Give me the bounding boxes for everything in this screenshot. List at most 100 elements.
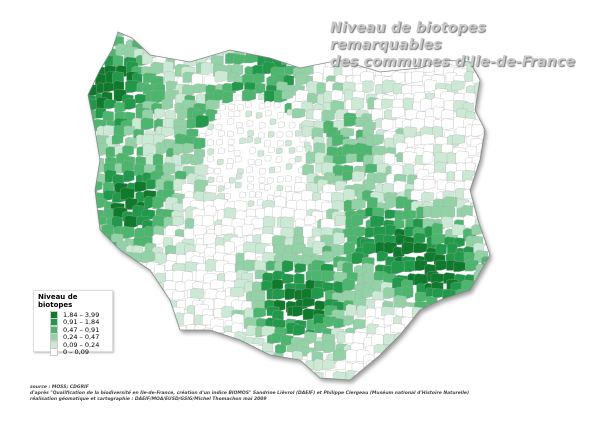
legend-label: 0,91 – 1,84 bbox=[63, 318, 100, 327]
commune-area bbox=[431, 345, 443, 357]
commune-area bbox=[72, 270, 85, 282]
commune-area bbox=[73, 189, 86, 202]
commune-area bbox=[201, 214, 214, 227]
commune-area bbox=[432, 335, 446, 345]
commune-area bbox=[170, 337, 184, 349]
commune-area bbox=[420, 133, 435, 145]
commune-area bbox=[134, 19, 145, 29]
commune-area bbox=[228, 110, 235, 118]
commune-area bbox=[247, 158, 255, 166]
commune-area bbox=[239, 137, 246, 144]
commune-area bbox=[423, 354, 437, 364]
commune-area bbox=[307, 16, 317, 29]
commune-area bbox=[482, 196, 490, 209]
commune-area bbox=[352, 170, 365, 182]
commune-area bbox=[123, 291, 137, 303]
commune-area bbox=[423, 178, 436, 190]
commune-area bbox=[393, 180, 406, 193]
commune-area bbox=[162, 361, 175, 372]
commune-area bbox=[121, 362, 134, 374]
commune-area bbox=[293, 35, 306, 48]
commune-area bbox=[116, 373, 128, 380]
commune-area bbox=[154, 306, 166, 320]
commune-area bbox=[182, 19, 193, 30]
commune-area bbox=[463, 355, 475, 366]
commune-area bbox=[285, 163, 293, 170]
commune-area bbox=[131, 260, 143, 273]
commune-area bbox=[103, 240, 118, 254]
commune-area bbox=[413, 342, 428, 354]
commune-area bbox=[269, 118, 277, 125]
commune-area bbox=[432, 354, 444, 367]
commune-area bbox=[276, 357, 289, 371]
commune-area bbox=[88, 72, 95, 84]
commune-area bbox=[374, 360, 386, 371]
map-title: Niveau de biotopes remarquables des comm… bbox=[330, 20, 600, 71]
commune-area bbox=[194, 19, 205, 32]
commune-area bbox=[88, 155, 96, 169]
commune-area bbox=[150, 61, 164, 75]
commune-area bbox=[441, 372, 453, 380]
commune-area bbox=[396, 349, 409, 362]
commune-area bbox=[442, 339, 456, 353]
commune-area bbox=[182, 363, 195, 375]
commune-area bbox=[281, 20, 294, 31]
commune-area bbox=[242, 89, 256, 102]
commune-area bbox=[281, 273, 294, 284]
commune-area bbox=[249, 191, 256, 198]
commune-area bbox=[274, 166, 281, 173]
commune-area bbox=[245, 348, 258, 362]
commune-area bbox=[272, 288, 285, 300]
commune-area bbox=[204, 341, 216, 355]
commune-area bbox=[193, 137, 206, 150]
commune-area bbox=[242, 369, 256, 380]
commune-area bbox=[384, 152, 396, 166]
commune-area bbox=[91, 368, 105, 380]
commune-area bbox=[465, 345, 476, 358]
commune-area bbox=[381, 118, 394, 131]
commune-area bbox=[261, 32, 276, 41]
commune-area bbox=[271, 278, 284, 291]
commune-area bbox=[133, 305, 145, 316]
commune-area bbox=[73, 176, 85, 186]
commune-area bbox=[244, 251, 256, 262]
commune-area bbox=[155, 331, 168, 345]
commune-area bbox=[343, 241, 355, 255]
commune-area bbox=[94, 242, 109, 255]
source-line-1: source : MOSS; CDGRIF bbox=[30, 385, 89, 390]
commune-area bbox=[441, 143, 454, 154]
commune-area bbox=[88, 218, 98, 230]
commune-area bbox=[453, 261, 467, 272]
commune-area bbox=[142, 355, 154, 366]
commune-area bbox=[193, 224, 207, 236]
commune-area bbox=[402, 151, 417, 165]
commune-area bbox=[423, 340, 437, 354]
commune-area bbox=[332, 371, 346, 380]
commune-area bbox=[383, 333, 397, 345]
commune-area bbox=[105, 269, 118, 282]
commune-area bbox=[400, 350, 415, 362]
commune-area bbox=[151, 290, 163, 304]
commune-area bbox=[286, 32, 299, 36]
commune-area bbox=[475, 380, 487, 390]
commune-area bbox=[224, 352, 238, 365]
commune-area bbox=[441, 363, 454, 376]
commune-area bbox=[288, 147, 296, 154]
commune-area bbox=[233, 345, 247, 358]
commune-area bbox=[207, 139, 214, 146]
commune-area bbox=[176, 253, 188, 264]
commune-area bbox=[194, 43, 205, 57]
commune-area bbox=[280, 362, 295, 375]
commune-area bbox=[105, 262, 118, 273]
commune-area bbox=[273, 101, 281, 109]
commune-area bbox=[289, 121, 296, 129]
commune-area bbox=[255, 191, 262, 198]
commune-area bbox=[155, 35, 167, 49]
commune-area bbox=[93, 253, 106, 267]
commune-area bbox=[193, 332, 205, 345]
commune-area bbox=[125, 272, 136, 283]
commune-area bbox=[481, 256, 490, 266]
commune-area bbox=[74, 47, 87, 60]
commune-area bbox=[222, 91, 234, 104]
commune-area bbox=[173, 325, 188, 338]
